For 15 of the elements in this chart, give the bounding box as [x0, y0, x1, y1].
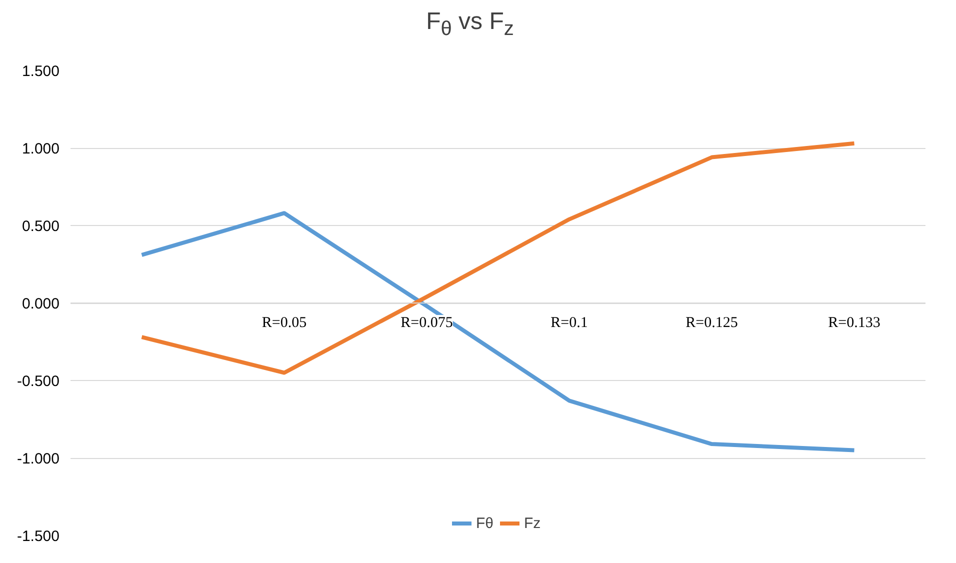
y-tick-label: 0.000 [22, 296, 60, 312]
y-tick-label: 0.500 [22, 218, 60, 235]
x-tick-label: R=0.1 [550, 315, 588, 331]
y-tick-label: 1.000 [22, 140, 60, 158]
chart-title: F$_{θ}$ vs F$_{z}$ [426, 7, 514, 42]
x-tick-label: R=0.125 [686, 315, 738, 331]
legend-label: Fθ [476, 514, 495, 532]
legend-label: Fz [524, 514, 542, 532]
y-tick-label: 1.500 [22, 63, 60, 80]
x-tick-label: R=0.075 [400, 315, 453, 331]
x-tick-label: R=0.05 [262, 315, 307, 331]
y-tick-label: -0.500 [16, 373, 60, 390]
y-tick-label: -1.000 [16, 450, 60, 468]
y-tick-label: -1.500 [16, 528, 60, 545]
x-tick-label: R=0.133 [828, 315, 880, 331]
